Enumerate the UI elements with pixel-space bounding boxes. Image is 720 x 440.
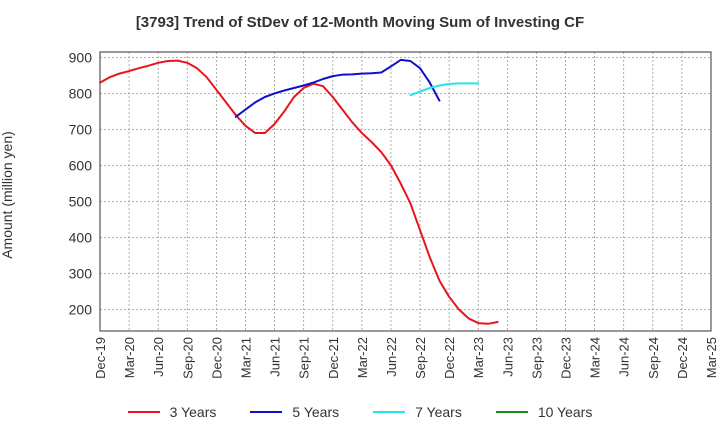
series-line-5-years	[234, 58, 441, 118]
x-tick-label: Dec-23	[559, 337, 574, 379]
x-tick-label: Mar-22	[355, 337, 370, 378]
y-tick-label: 200	[69, 301, 93, 317]
y-tick-label: 900	[69, 49, 93, 65]
series-line-7-years	[409, 82, 480, 97]
y-tick-label: 700	[69, 121, 93, 137]
legend-swatch	[250, 411, 283, 413]
x-tick-label: Sep-22	[413, 337, 428, 379]
x-tick-label: Dec-24	[675, 337, 690, 379]
y-tick-label: 500	[69, 193, 93, 209]
legend-label: 3 Years	[169, 404, 217, 420]
x-tick-label: Jun-24	[617, 337, 632, 377]
x-tick-label: Mar-24	[588, 337, 603, 378]
x-tick-label: Jun-21	[268, 337, 283, 377]
x-tick-label: Dec-20	[209, 337, 224, 379]
chart-title: [3793] Trend of StDev of 12-Month Moving…	[135, 14, 585, 31]
plot-area-border	[99, 51, 712, 332]
x-tick-label: Sep-20	[180, 337, 195, 379]
legend-item-5-years: 5 Years	[250, 404, 339, 420]
legend-label: 10 Years	[537, 404, 593, 420]
legend-item-10-years: 10 Years	[495, 404, 593, 420]
x-tick-label: Mar-21	[238, 337, 253, 378]
x-tick-label: Dec-21	[326, 337, 341, 379]
x-tick-labels: Dec-19 Mar-20 Jun-20 Sep-20 Dec-20 Mar-21 Jun-…	[93, 337, 719, 379]
x-tick-label: Jun-22	[384, 337, 399, 377]
legend-label: 5 Years	[292, 404, 340, 420]
y-tick-label: 400	[69, 229, 93, 245]
legend-swatch	[127, 411, 160, 413]
legend-item-3-years: 3 Years	[127, 404, 217, 420]
y-tick-label: 300	[69, 265, 93, 281]
plot-frame	[99, 51, 712, 332]
x-tick-label: Sep-24	[646, 337, 661, 379]
x-tick-label: Jun-20	[151, 337, 166, 377]
x-tick-label: Jun-23	[500, 337, 515, 377]
y-tick-labels: 200 300 400 500 600 700 800 900	[69, 49, 93, 317]
x-tick-label: Mar-23	[471, 337, 486, 378]
grid-lines	[99, 52, 712, 331]
x-tick-label: Sep-21	[297, 337, 312, 379]
legend: 3 Years 5 Years 7 Years 10 Years	[0, 404, 720, 420]
legend-swatch	[495, 411, 528, 413]
y-tick-label: 800	[69, 85, 93, 101]
y-tick-label: 600	[69, 157, 93, 173]
x-tick-label: Dec-19	[93, 337, 108, 379]
series-line-3-years	[99, 59, 499, 325]
legend-swatch	[373, 411, 406, 413]
series-lines	[99, 58, 499, 325]
x-tick-label: Mar-25	[704, 337, 719, 378]
x-tick-label: Dec-22	[442, 337, 457, 379]
legend-label: 7 Years	[415, 404, 462, 420]
legend-item-7-years: 7 Years	[373, 404, 462, 420]
x-tick-label: Sep-23	[529, 337, 544, 379]
x-tick-label: Mar-20	[122, 337, 137, 378]
